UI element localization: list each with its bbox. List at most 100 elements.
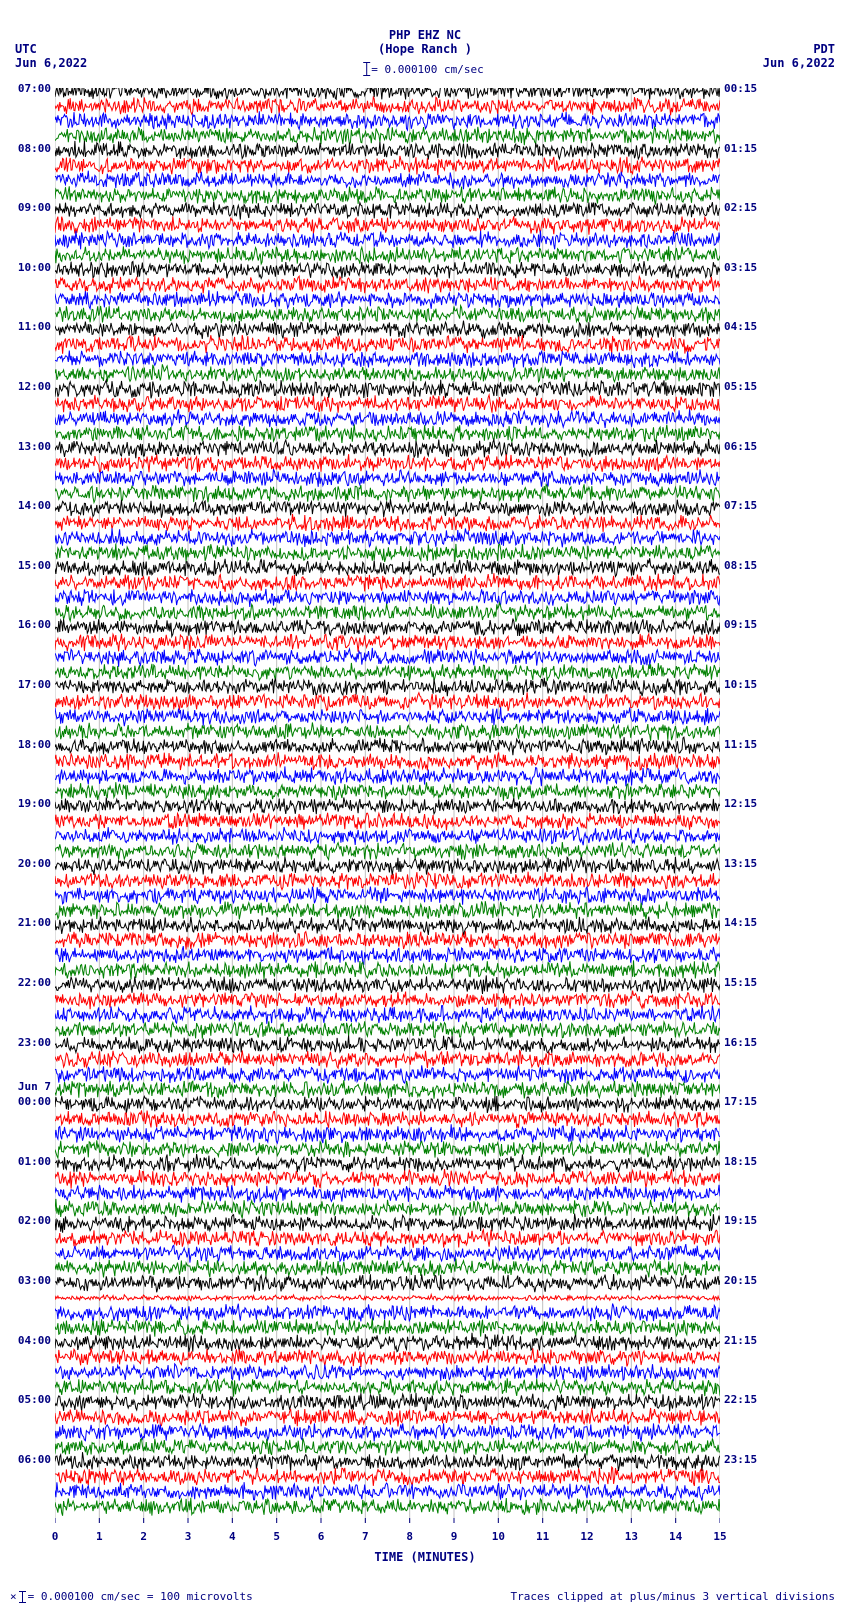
x-tick-label: 6 xyxy=(318,1530,325,1543)
seismic-trace xyxy=(55,1005,720,1023)
pdt-time-label: 05:15 xyxy=(724,380,757,393)
footer-scale-bar-icon xyxy=(22,1591,23,1603)
seismic-trace xyxy=(55,931,720,949)
seismic-trace xyxy=(55,619,720,637)
utc-time-label: 22:00 xyxy=(18,976,51,989)
footer-prefix: × xyxy=(10,1590,17,1603)
seismic-trace xyxy=(55,1065,720,1083)
pdt-time-label: 03:15 xyxy=(724,261,757,274)
seismic-trace xyxy=(55,1080,720,1099)
seismic-trace xyxy=(55,722,720,740)
seismic-trace xyxy=(55,306,720,324)
seismic-trace xyxy=(55,439,720,458)
seismic-trace xyxy=(55,514,720,532)
scale-label: = 0.000100 cm/sec xyxy=(371,63,484,76)
timezone-left: UTC xyxy=(15,42,37,56)
pdt-time-label: 20:15 xyxy=(724,1274,757,1287)
utc-time-label: 11:00 xyxy=(18,320,51,333)
utc-time-label: 01:00 xyxy=(18,1155,51,1168)
seismic-trace xyxy=(55,1408,720,1427)
seismic-trace xyxy=(55,351,720,368)
seismic-trace xyxy=(55,1348,720,1367)
utc-time-label: 19:00 xyxy=(18,797,51,810)
seismic-trace xyxy=(55,1318,720,1337)
x-tick-label: 12 xyxy=(580,1530,593,1543)
pdt-time-labels: 00:1501:1502:1503:1504:1505:1506:1507:15… xyxy=(722,88,850,1523)
x-tick-label: 0 xyxy=(52,1530,59,1543)
x-tick-label: 4 xyxy=(229,1530,236,1543)
utc-time-label: 23:00 xyxy=(18,1036,51,1049)
utc-time-label: 05:00 xyxy=(18,1393,51,1406)
seismic-trace xyxy=(55,678,720,696)
utc-time-label: 06:00 xyxy=(18,1453,51,1466)
seismic-trace xyxy=(55,424,720,443)
pdt-time-label: 09:15 xyxy=(724,618,757,631)
seismic-trace xyxy=(55,528,720,547)
pdt-time-label: 11:15 xyxy=(724,738,757,751)
x-tick-label: 1 xyxy=(96,1530,103,1543)
utc-time-label: 08:00 xyxy=(18,142,51,155)
seismic-trace xyxy=(55,663,720,681)
seismic-trace xyxy=(55,335,720,354)
x-tick-label: 11 xyxy=(536,1530,549,1543)
seismic-trace xyxy=(55,141,720,160)
seismic-trace xyxy=(55,1452,720,1471)
utc-time-label: 00:00 xyxy=(18,1095,51,1108)
seismic-trace xyxy=(55,409,720,428)
seismic-trace xyxy=(55,782,720,800)
seismic-trace xyxy=(55,1498,720,1516)
seismic-trace xyxy=(55,797,720,815)
seismic-trace xyxy=(55,216,720,234)
utc-time-label: 20:00 xyxy=(18,857,51,870)
seismic-trace xyxy=(55,634,720,652)
trace-canvas xyxy=(55,88,720,1523)
pdt-time-label: 23:15 xyxy=(724,1453,757,1466)
seismic-trace xyxy=(55,290,720,309)
utc-time-labels: Jun 707:0008:0009:0010:0011:0012:0013:00… xyxy=(0,88,53,1523)
pdt-time-label: 16:15 xyxy=(724,1036,757,1049)
seismic-trace xyxy=(55,499,720,518)
seismic-trace xyxy=(55,111,720,130)
seismic-trace xyxy=(55,1295,720,1301)
seismic-trace xyxy=(55,1035,720,1053)
seismic-trace xyxy=(55,202,720,220)
seismic-trace xyxy=(55,276,720,293)
seismic-trace xyxy=(55,1438,720,1456)
seismic-trace xyxy=(55,1364,720,1381)
seismic-trace xyxy=(55,692,720,711)
x-tick-label: 14 xyxy=(669,1530,682,1543)
seismic-trace xyxy=(55,261,720,278)
seismic-trace xyxy=(55,752,720,770)
footer-note: Traces clipped at plus/minus 3 vertical … xyxy=(510,1590,835,1603)
seismic-trace xyxy=(55,857,720,876)
utc-time-label: 21:00 xyxy=(18,916,51,929)
pdt-time-label: 01:15 xyxy=(724,142,757,155)
seismic-trace xyxy=(55,648,720,667)
seismic-trace xyxy=(55,88,720,99)
utc-time-label: 09:00 xyxy=(18,201,51,214)
seismic-trace xyxy=(55,558,720,577)
pdt-time-label: 18:15 xyxy=(724,1155,757,1168)
utc-day-label: Jun 7 xyxy=(18,1080,51,1093)
seismic-trace xyxy=(55,1214,720,1233)
pdt-time-label: 04:15 xyxy=(724,320,757,333)
seismic-trace xyxy=(55,1259,720,1278)
timezone-right: PDT xyxy=(813,42,835,56)
seismic-trace xyxy=(55,603,720,622)
utc-time-label: 16:00 xyxy=(18,618,51,631)
utc-time-label: 15:00 xyxy=(18,559,51,572)
utc-time-label: 02:00 xyxy=(18,1214,51,1227)
seismic-trace xyxy=(55,917,720,936)
seismic-trace xyxy=(55,573,720,592)
seismic-trace xyxy=(55,364,720,382)
utc-time-label: 07:00 xyxy=(18,82,51,95)
seismic-trace xyxy=(55,960,720,979)
seismic-trace xyxy=(55,395,720,413)
pdt-time-label: 19:15 xyxy=(724,1214,757,1227)
seismic-trace xyxy=(55,589,720,607)
pdt-time-label: 14:15 xyxy=(724,916,757,929)
utc-time-label: 17:00 xyxy=(18,678,51,691)
seismic-trace xyxy=(55,737,720,755)
x-tick-label: 7 xyxy=(362,1530,369,1543)
seismic-trace xyxy=(55,707,720,726)
